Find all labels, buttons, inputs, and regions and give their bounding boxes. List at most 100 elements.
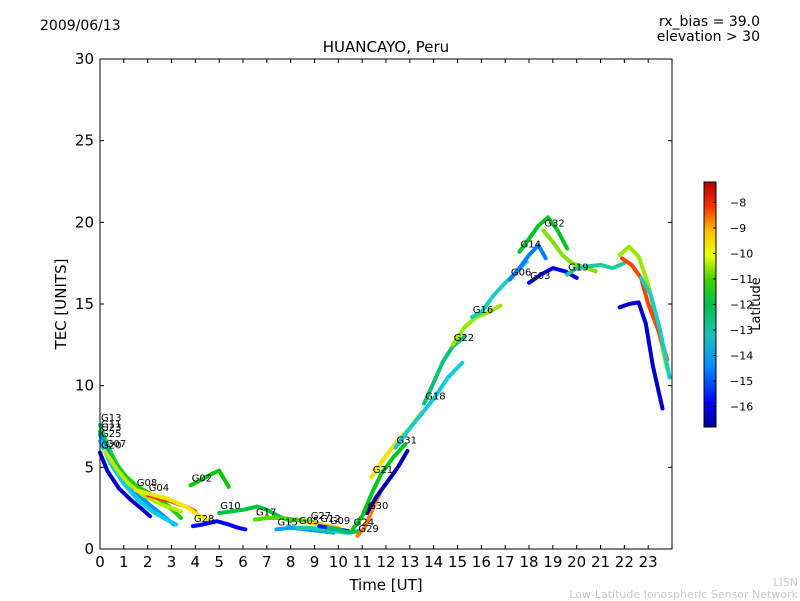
series-track-g18 (422, 334, 467, 406)
series-track-unlabeled-32 (617, 300, 665, 411)
x-tick-label: 13 (400, 553, 419, 571)
series-track-g20 (98, 450, 153, 519)
series-track-g31 (393, 360, 465, 450)
series-label-g24: G24 (354, 517, 374, 528)
series-track-g29 (355, 488, 384, 538)
colorbar-tick-label: −8 (730, 196, 746, 209)
footer-full-name: Low-Latitude Ionospheric Sensor Network (569, 588, 798, 601)
series-label-g25: G25 (101, 429, 121, 440)
series-track-g02 (188, 468, 231, 489)
colorbar-label: Latitude (749, 277, 764, 331)
series-label-g22: G22 (454, 333, 474, 344)
x-tick-label: 9 (310, 553, 320, 571)
x-tick-label: 3 (167, 553, 177, 571)
series-label-g19: G19 (568, 263, 588, 274)
series-label-g21: G21 (373, 465, 393, 476)
x-tick-label: 14 (424, 553, 443, 571)
series-label-g17: G17 (256, 508, 276, 519)
y-tick-label: 10 (75, 377, 94, 395)
series-track-g06 (507, 243, 548, 282)
series-track-g09 (326, 525, 362, 535)
series-track-g28 (190, 519, 248, 532)
x-tick-label: 19 (543, 553, 562, 571)
series-label-g05: G05 (299, 516, 319, 527)
series-track-g14 (517, 215, 570, 254)
series-track-g24 (350, 442, 408, 532)
series-label-g20: G20 (101, 441, 121, 452)
series-label-g07: G07 (106, 439, 126, 450)
series-label-g13: G13 (101, 413, 121, 424)
x-tick-label: 11 (353, 553, 372, 571)
y-tick-label: 0 (84, 540, 94, 558)
series-label-g04: G04 (149, 483, 169, 494)
x-axis: 0 1 2 3 4 5 6 7 8 9 10 11 12 13 14 15 16 17 18 19 20 21 22 23 (95, 59, 658, 571)
x-tick-label: 1 (119, 553, 129, 571)
colorbar-tick-label: −13 (730, 324, 753, 337)
x-tick-label: 8 (286, 553, 296, 571)
x-tick-label: 18 (519, 553, 538, 571)
y-axis: 0 5 10 15 20 25 30 (75, 50, 672, 558)
series-label-g16: G16 (473, 305, 493, 316)
colorbar-tick-label: −15 (730, 375, 753, 388)
chart-title: HUANCAYO, Peru (323, 38, 449, 56)
x-tick-label: 23 (639, 553, 658, 571)
series-track-g08 (133, 488, 217, 525)
series-track-g05 (295, 525, 348, 535)
x-tick-label: 16 (472, 553, 491, 571)
series-label-g14: G14 (521, 240, 541, 251)
series-label-g27: G27 (311, 511, 331, 522)
x-tick-label: 21 (591, 553, 610, 571)
series-label-g09: G09 (330, 516, 350, 527)
series-label-g03: G03 (530, 271, 550, 282)
series-label-g02: G02 (192, 473, 212, 484)
series-label-g29: G29 (358, 524, 378, 535)
x-tick-label: 0 (95, 553, 105, 571)
series-label-g10: G10 (220, 501, 240, 512)
series-label-g18: G18 (425, 392, 445, 403)
x-tick-label: 15 (448, 553, 467, 571)
series-track-unlabeled-30 (617, 244, 670, 372)
x-tick-label: 2 (143, 553, 153, 571)
x-tick-label: 17 (496, 553, 515, 571)
x-tick-label: 22 (615, 553, 634, 571)
series-label-g08: G08 (137, 478, 157, 489)
x-tick-label: 10 (329, 553, 348, 571)
series-label-g06: G06 (511, 268, 531, 279)
x-tick-label: 7 (262, 553, 272, 571)
series-track-g19 (565, 261, 627, 277)
y-tick-label: 30 (75, 50, 94, 68)
x-tick-label: 6 (238, 553, 248, 571)
colorbar-tick-label: −9 (730, 222, 746, 235)
elevation-label: elevation > 30 (656, 29, 760, 45)
y-tick-label: 5 (84, 458, 94, 476)
x-axis-label: Time [UT] (348, 576, 422, 594)
colorbar-tick-label: −14 (730, 350, 753, 363)
x-tick-label: 20 (567, 553, 586, 571)
y-tick-label: 25 (75, 132, 94, 150)
series-label-g12: G12 (320, 514, 340, 525)
y-tick-label: 20 (75, 213, 94, 231)
date-label: 2009/06/13 (40, 18, 121, 34)
colorbar-tick-label: −16 (730, 401, 753, 414)
x-tick-label: 4 (191, 553, 201, 571)
colorbar-tick-label: −11 (730, 273, 753, 286)
series-label-g30: G30 (368, 501, 388, 512)
colorbar-tick-label: −10 (730, 247, 753, 260)
series-track-g25 (98, 439, 179, 527)
series-label-g28: G28 (194, 514, 214, 525)
series-layer (98, 215, 672, 538)
y-tick-label: 15 (75, 295, 94, 313)
x-tick-label: 5 (214, 553, 224, 571)
series-label-g15: G15 (277, 517, 297, 528)
series-label-g23: G23 (101, 423, 121, 434)
series-label-g32: G32 (544, 219, 564, 230)
y-axis-label: TEC [UNITS] (52, 259, 70, 351)
rx-bias-label: rx_bias = 39.0 (658, 14, 760, 30)
series-track-g30 (364, 449, 410, 516)
colorbar-tick-label: −12 (730, 299, 753, 312)
colorbar-ticks: −8 −9 −10 −11 −12 −13 −14 −15 −16 (713, 196, 753, 414)
series-track-unlabeled-33 (639, 275, 672, 380)
series-label-g11: G11 (101, 419, 121, 430)
